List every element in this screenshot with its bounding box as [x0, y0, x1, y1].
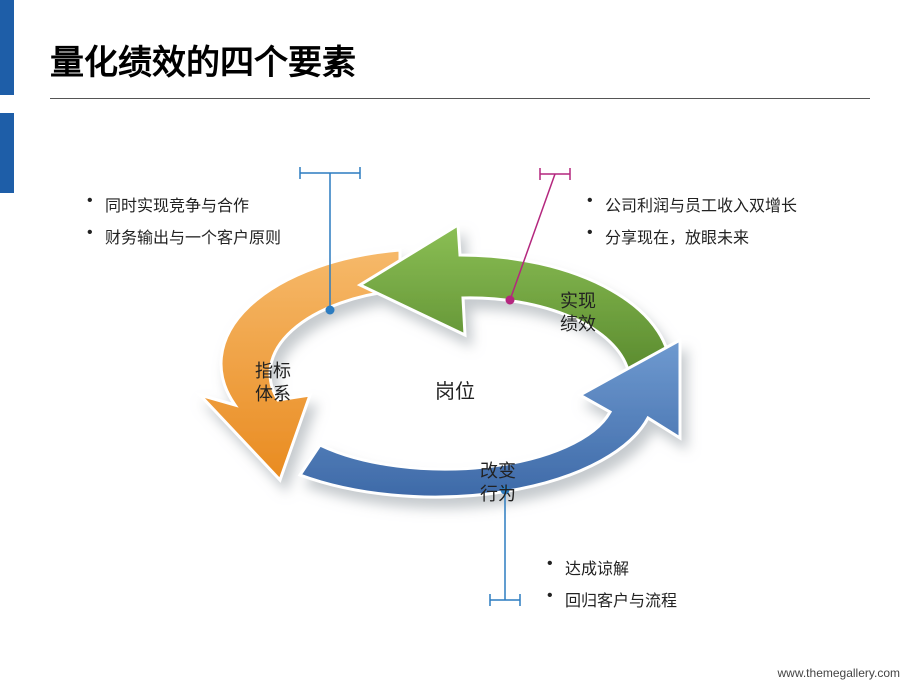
segment-label-orange: 指标 体系 — [255, 360, 291, 407]
annotation-item: 分享现在，放眼未来 — [601, 224, 797, 248]
footer-text: www.themegallery.com — [778, 666, 900, 680]
seg-green-line2: 绩效 — [560, 314, 596, 334]
segment-label-blue: 改变 行为 — [480, 460, 516, 507]
seg-orange-line1: 指标 — [255, 361, 291, 381]
cycle-diagram — [0, 0, 920, 690]
seg-green-line1: 实现 — [560, 291, 596, 311]
annotation-bottom: 达成谅解 回归客户与流程 — [545, 555, 677, 619]
segment-label-green: 实现 绩效 — [560, 290, 596, 337]
seg-orange-line2: 体系 — [255, 384, 291, 404]
annotation-item: 公司利润与员工收入双增长 — [601, 192, 797, 216]
seg-blue-line1: 改变 — [480, 461, 516, 481]
annotation-item: 同时实现竞争与合作 — [101, 192, 281, 216]
annotation-item: 达成谅解 — [561, 555, 677, 579]
center-label: 岗位 — [435, 375, 475, 404]
annotation-item: 财务输出与一个客户原则 — [101, 224, 281, 248]
annotation-left: 同时实现竞争与合作 财务输出与一个客户原则 — [85, 192, 281, 256]
slide-root: 量化绩效的四个要素 — [0, 0, 920, 690]
annotation-right: 公司利润与员工收入双增长 分享现在，放眼未来 — [585, 192, 797, 256]
seg-blue-line2: 行为 — [480, 484, 516, 504]
annotation-item: 回归客户与流程 — [561, 587, 677, 611]
